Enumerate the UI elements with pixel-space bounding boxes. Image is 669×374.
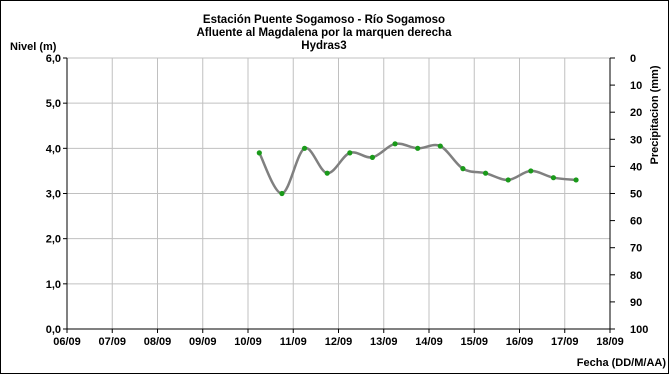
title-line-3: Hydras3: [301, 40, 346, 52]
y-right-tick-label: 10: [630, 80, 642, 92]
data-point: [392, 141, 398, 147]
data-point: [460, 166, 466, 172]
series-nivel: [256, 141, 579, 197]
title-line-1: Estación Puente Sogamoso - Río Sogamoso: [203, 14, 445, 26]
y-right-tick-label: 70: [630, 243, 642, 255]
x-tick-label: 17/09: [551, 336, 579, 348]
data-point: [505, 177, 511, 183]
tick-labels: 06/09 07/09 08/09 09/09 10/09 11/09 12/09 13/09…: [46, 53, 649, 348]
x-axis-label: Fecha (DD/M/AA): [577, 357, 667, 369]
title-line-2: Afluente al Magdalena por la marquen der…: [197, 27, 453, 39]
data-point: [550, 175, 557, 181]
y-right-tick-label: 100: [630, 324, 648, 336]
y-left-tick-label: 0,0: [46, 324, 61, 336]
y-right-tick-label: 30: [630, 134, 642, 146]
data-point: [415, 145, 421, 151]
data-point: [256, 150, 262, 156]
data-point: [301, 145, 308, 151]
x-tick-label: 07/09: [98, 336, 126, 348]
series-line: [258, 142, 577, 195]
x-tick-label: 06/09: [53, 336, 81, 348]
data-point: [324, 170, 330, 176]
y-left-tick-label: 2,0: [46, 234, 61, 246]
axes: [63, 57, 615, 333]
y-right-tick-label: 40: [630, 161, 642, 173]
y-left-tick-label: 1,0: [46, 279, 61, 291]
x-tick-label: 14/09: [415, 336, 443, 348]
y-left-tick-label: 6,0: [46, 53, 61, 65]
x-tick-label: 11/09: [280, 336, 307, 348]
x-tick-label: 16/09: [506, 336, 534, 348]
x-tick-label: 10/09: [234, 336, 262, 348]
x-tick-label: 08/09: [144, 336, 172, 348]
y-right-tick-label: 60: [630, 216, 642, 228]
data-point: [279, 190, 285, 197]
data-point: [573, 177, 579, 183]
grid: [67, 57, 610, 329]
data-point: [437, 143, 443, 149]
y-left-tick-label: 3,0: [46, 189, 61, 201]
y-left-tick-label: 5,0: [46, 98, 61, 110]
y-left-axis-label: Nivel (m): [10, 41, 57, 53]
x-tick-label: 13/09: [370, 336, 398, 348]
y-left-tick-label: 4,0: [46, 143, 61, 155]
data-point: [347, 150, 353, 156]
data-point: [482, 170, 489, 176]
x-tick-label: 18/09: [596, 336, 624, 348]
y-right-tick-label: 50: [630, 189, 642, 201]
x-tick-label: 12/09: [325, 336, 353, 348]
y-right-tick-label: 90: [630, 297, 642, 309]
x-tick-label: 09/09: [189, 336, 217, 348]
y-right-tick-label: 20: [630, 107, 642, 119]
data-point: [528, 168, 534, 174]
x-tick-label: 15/09: [460, 336, 488, 348]
data-point: [369, 154, 376, 160]
y-right-tick-label: 80: [630, 270, 642, 282]
chart-title: Estación Puente Sogamoso - Río Sogamoso …: [197, 14, 453, 52]
y-right-axis-label: Precipitacion (mm): [649, 65, 661, 164]
y-right-tick-label: 0: [630, 53, 636, 65]
